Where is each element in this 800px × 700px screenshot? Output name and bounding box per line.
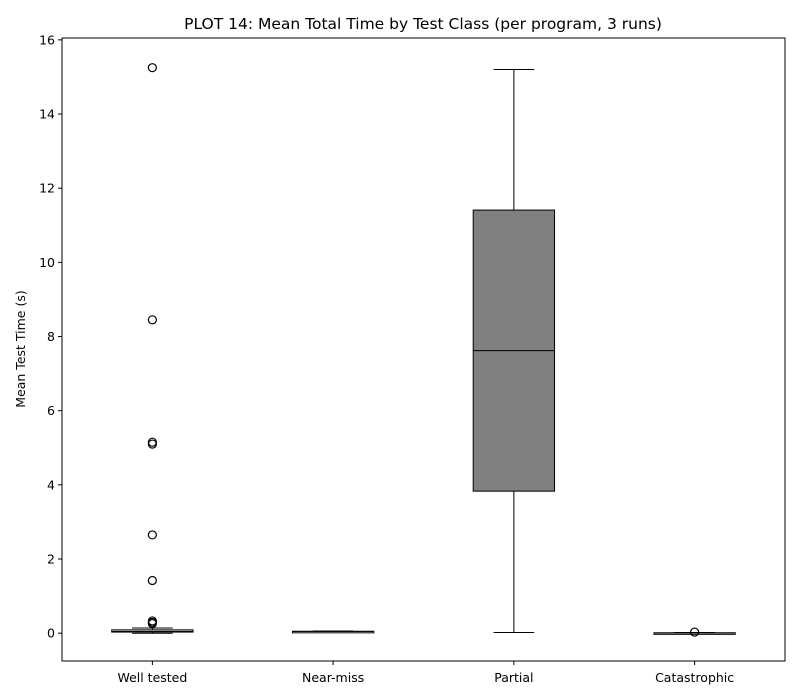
- y-tick-label: 12: [39, 181, 55, 196]
- outlier-point: [147, 618, 157, 629]
- x-tick-label: Catastrophic: [655, 670, 734, 685]
- y-tick-label: 10: [39, 255, 55, 270]
- outlier-point: [147, 63, 157, 73]
- plot-area: 0 2 4 6 8 10 12 14 16 Well tested Near-miss Partial…: [39, 32, 736, 685]
- x-tick-label: Partial: [494, 670, 533, 685]
- outlier-point: [147, 437, 157, 447]
- y-tick-label: 0: [47, 626, 55, 641]
- chart-title: PLOT 14: Mean Total Time by Test Class (…: [184, 15, 662, 33]
- y-tick-label: 14: [39, 107, 55, 122]
- x-tick-label: Well tested: [117, 670, 187, 685]
- y-axis-label: Mean Test Time (s): [13, 290, 28, 407]
- y-tick-label: 4: [47, 477, 55, 492]
- y-tick-label: 2: [47, 552, 55, 567]
- outlier-point: [147, 439, 157, 449]
- y-tick-label: 8: [47, 329, 55, 344]
- y-tick-label: 6: [47, 403, 55, 418]
- outlier-point: [690, 627, 700, 637]
- outlier-point: [147, 530, 157, 540]
- plot-frame: [61, 37, 786, 662]
- y-tick-label: 16: [39, 32, 55, 47]
- outlier-point: [147, 575, 157, 586]
- outlier-point: [147, 315, 157, 325]
- x-tick-label: Near-miss: [302, 670, 364, 685]
